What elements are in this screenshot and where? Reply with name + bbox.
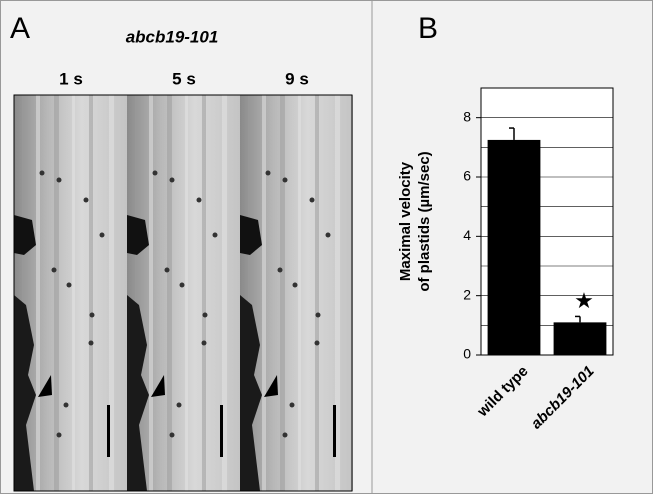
plastid xyxy=(292,282,298,288)
y-tick-label: 0 xyxy=(463,346,471,362)
plastid xyxy=(164,267,170,273)
plastid xyxy=(212,232,218,238)
plastid xyxy=(289,402,295,408)
plastid xyxy=(88,340,94,346)
plot-frame xyxy=(480,87,614,356)
time-label: 1 s xyxy=(59,69,83,88)
panel-label: A xyxy=(10,12,30,45)
streak xyxy=(202,95,206,491)
bar-chart: 0 2 4 6 8 Maximal velocity of plastids (µm/sec… xyxy=(397,87,614,432)
y-tick-label: 2 xyxy=(463,286,471,302)
streak xyxy=(248,95,251,491)
streak xyxy=(335,95,340,491)
panel-title: abcb19-101 xyxy=(126,27,219,46)
scale-bar xyxy=(333,405,336,457)
panel-label: B xyxy=(418,12,438,45)
micrograph-frame xyxy=(13,94,353,492)
time-label: 9 s xyxy=(285,69,309,88)
streak xyxy=(135,95,138,491)
plastid xyxy=(89,312,95,318)
micrographs xyxy=(14,95,353,491)
dark-region xyxy=(127,215,149,255)
plastid xyxy=(83,197,89,203)
plastid xyxy=(282,177,288,183)
plastid xyxy=(56,432,62,438)
dark-region xyxy=(240,215,262,255)
streak xyxy=(167,95,172,491)
plastid xyxy=(176,402,182,408)
plastid xyxy=(66,282,72,288)
plastid xyxy=(282,432,288,438)
plastid xyxy=(309,197,315,203)
scale-bar xyxy=(220,405,223,457)
streak xyxy=(149,95,153,491)
plastid xyxy=(201,340,207,346)
micrograph xyxy=(240,95,353,491)
plastid xyxy=(179,282,185,288)
streak xyxy=(298,95,301,491)
y-axis-label-line: of plastids (µm/sec) xyxy=(416,151,433,291)
y-axis-label-line: Maximal velocity xyxy=(397,161,414,281)
dark-region xyxy=(14,295,36,491)
plastid xyxy=(63,402,69,408)
bar xyxy=(553,322,607,355)
plastid xyxy=(314,340,320,346)
plastid xyxy=(196,197,202,203)
streak xyxy=(109,95,114,491)
plastid xyxy=(51,267,57,273)
dark-region xyxy=(14,215,36,255)
streak xyxy=(315,95,319,491)
plastid xyxy=(56,177,62,183)
streak xyxy=(89,95,93,491)
arrowhead xyxy=(264,375,278,397)
streak xyxy=(222,95,227,491)
streak xyxy=(54,95,59,491)
plastid xyxy=(265,170,271,176)
bar xyxy=(487,139,541,355)
plastid xyxy=(169,432,175,438)
plastid xyxy=(169,177,175,183)
y-tick-label: 6 xyxy=(463,168,471,184)
annotation: ★ xyxy=(574,288,594,313)
streak xyxy=(36,95,40,491)
micrograph xyxy=(127,95,240,491)
plastid xyxy=(39,170,45,176)
streak xyxy=(22,95,25,491)
time-label: 5 s xyxy=(172,69,196,88)
y-axis-label: Maximal velocity of plastids (µm/sec) xyxy=(397,151,433,291)
scale-bar xyxy=(107,405,110,457)
plastid xyxy=(277,267,283,273)
plastid xyxy=(202,312,208,318)
streak xyxy=(280,95,285,491)
plastid xyxy=(325,232,331,238)
dark-region xyxy=(240,295,262,491)
y-tick-label: 4 xyxy=(463,227,471,243)
y-tick-label: 8 xyxy=(463,108,471,124)
streak xyxy=(262,95,266,491)
streak xyxy=(72,95,75,491)
dark-region xyxy=(127,295,149,491)
plastid xyxy=(99,232,105,238)
plastid xyxy=(152,170,158,176)
arrowhead xyxy=(151,375,165,397)
arrowhead xyxy=(38,375,52,397)
micrograph xyxy=(14,95,127,491)
streak xyxy=(185,95,188,491)
plastid xyxy=(315,312,321,318)
